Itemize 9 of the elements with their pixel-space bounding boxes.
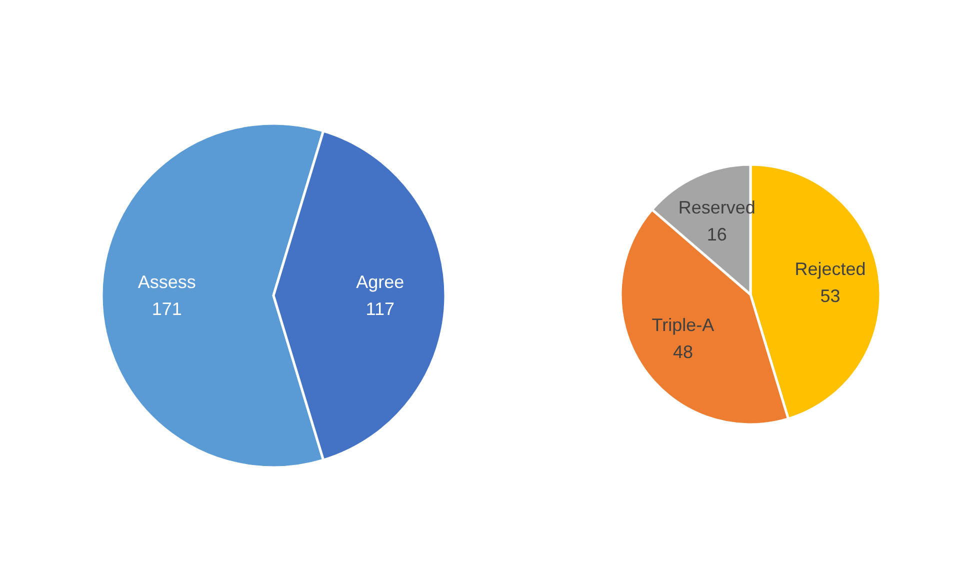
slice-label: Assess — [138, 272, 196, 292]
slice-label: Triple-A — [652, 314, 714, 335]
slice-label: Rejected — [794, 259, 866, 280]
data-label: 48 — [672, 342, 693, 362]
slice-label: Agree — [356, 272, 404, 292]
data-label: 53 — [820, 286, 840, 306]
data-label: 117 — [366, 299, 394, 319]
data-label: 16 — [706, 224, 727, 245]
data-label: 171 — [152, 299, 182, 319]
